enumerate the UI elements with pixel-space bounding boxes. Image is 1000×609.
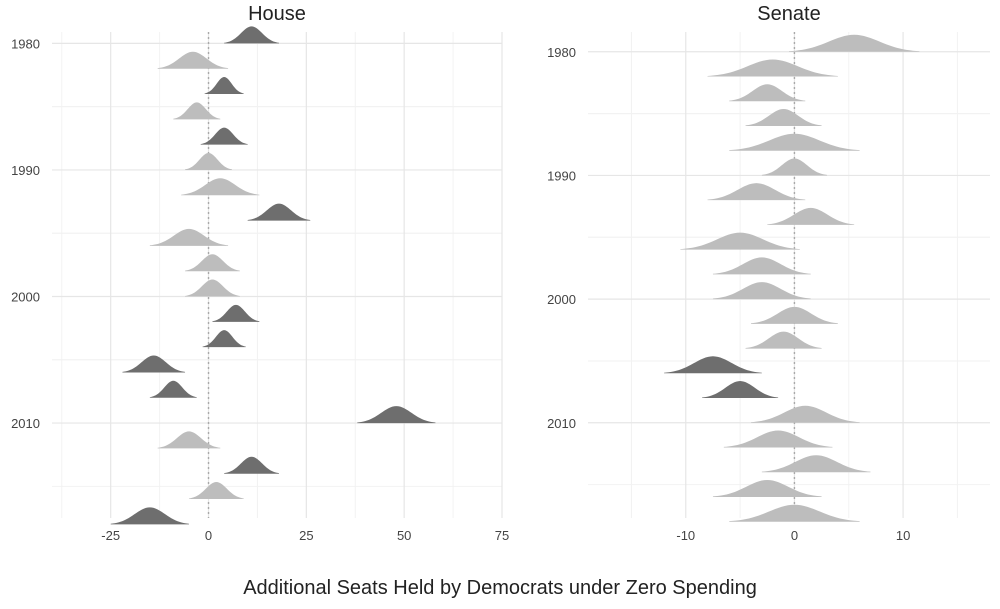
x-tick-label: -10 <box>676 528 695 543</box>
density-ridge-2008 <box>149 380 197 398</box>
density-ridge-2008 <box>702 381 779 399</box>
density-ridge-2014 <box>224 456 279 474</box>
panel-0: 1980 1990 2000 2010 -25 0 25 50 75 House <box>11 3 509 543</box>
y-tick-label: 2010 <box>547 416 576 431</box>
x-axis-title: Additional Seats Held by Democrats under… <box>243 577 757 599</box>
density-ridge-2016 <box>188 482 244 500</box>
density-ridge-1992 <box>181 178 260 196</box>
x-tick-label: 10 <box>896 528 910 543</box>
density-ridge-1996 <box>149 228 229 246</box>
density-ridge-2010 <box>357 406 436 424</box>
y-tick-label: 2010 <box>11 416 40 431</box>
density-ridge-2000 <box>712 282 811 300</box>
density-ridge-1984 <box>729 84 806 102</box>
y-tick-label: 2000 <box>11 290 40 305</box>
density-ridge-1980 <box>224 26 279 44</box>
chart-svg: 1980 1990 2000 2010 -25 0 25 50 75 House 1980 1990 2… <box>11 3 990 543</box>
density-ridge-1986 <box>173 102 221 120</box>
density-ridge-2012 <box>157 431 221 449</box>
density-ridge-1994 <box>247 203 311 221</box>
density-ridge-1992 <box>707 183 806 201</box>
density-ridge-1998 <box>185 254 240 272</box>
panel-title: House <box>248 3 306 25</box>
panel-1: 1980 1990 2000 2010 -10 0 10 Senate <box>547 3 990 543</box>
density-ridge-2018 <box>110 507 189 525</box>
density-ridge-1998 <box>712 257 811 275</box>
x-tick-label: 0 <box>205 528 212 543</box>
density-ridge-1990 <box>185 152 232 170</box>
y-tick-label: 1980 <box>11 36 40 51</box>
density-ridge-2006 <box>122 355 186 373</box>
density-ridge-2016 <box>712 479 822 497</box>
density-ridge-2014 <box>761 455 871 473</box>
density-ridge-1984 <box>204 77 244 95</box>
density-ridge-2002 <box>750 306 838 324</box>
x-tick-label: 50 <box>397 528 411 543</box>
density-ridge-1988 <box>729 133 860 151</box>
density-ridge-2012 <box>723 430 833 448</box>
density-ridge-1986 <box>745 108 822 126</box>
y-tick-label: 1990 <box>11 163 40 178</box>
density-ridge-1990 <box>761 158 828 176</box>
x-tick-label: 0 <box>791 528 798 543</box>
x-tick-label: -25 <box>101 528 120 543</box>
y-tick-label: 2000 <box>547 292 576 307</box>
density-ridge-2004 <box>745 331 822 349</box>
panel-title: Senate <box>757 3 820 25</box>
density-ridge-1982 <box>157 51 229 69</box>
x-tick-label: 75 <box>495 528 509 543</box>
density-ridge-2000 <box>185 279 240 297</box>
x-tick-label: 25 <box>299 528 313 543</box>
y-tick-label: 1980 <box>547 45 576 60</box>
density-ridge-1996 <box>680 232 800 250</box>
density-ridge-2004 <box>202 330 246 348</box>
y-tick-label: 1990 <box>547 168 576 183</box>
density-ridge-2010 <box>750 405 860 423</box>
density-ridge-2002 <box>212 304 260 322</box>
density-ridge-2006 <box>664 356 762 374</box>
density-ridge-2018 <box>729 504 860 522</box>
density-ridge-1994 <box>767 207 855 225</box>
density-ridge-1988 <box>200 127 248 145</box>
density-ridge-1980 <box>789 34 920 52</box>
density-ridge-1982 <box>707 59 838 77</box>
